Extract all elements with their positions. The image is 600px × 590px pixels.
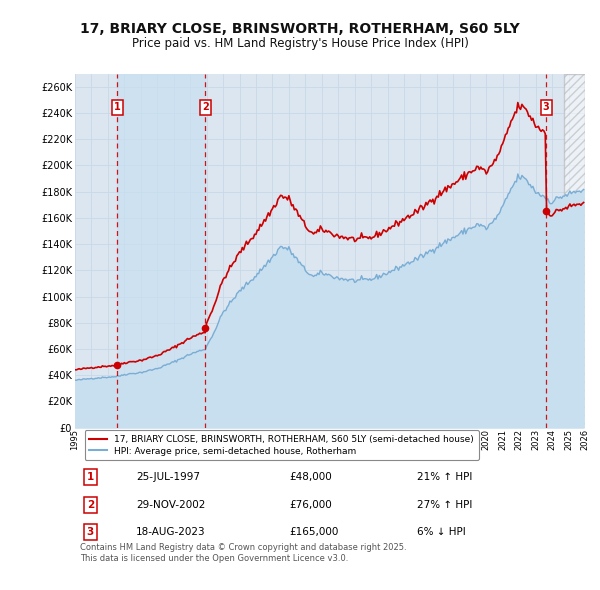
Text: 3: 3 <box>86 527 94 537</box>
Text: 1: 1 <box>86 473 94 483</box>
Bar <box>117 74 205 428</box>
Text: 29-NOV-2002: 29-NOV-2002 <box>136 500 206 510</box>
Text: 1: 1 <box>114 102 121 112</box>
Bar <box>565 74 585 428</box>
Text: 25-JUL-1997: 25-JUL-1997 <box>136 473 200 483</box>
Text: £48,000: £48,000 <box>289 473 332 483</box>
Legend: 17, BRIARY CLOSE, BRINSWORTH, ROTHERHAM, S60 5LY (semi-detached house), HPI: Ave: 17, BRIARY CLOSE, BRINSWORTH, ROTHERHAM,… <box>85 430 479 460</box>
Text: 27% ↑ HPI: 27% ↑ HPI <box>417 500 472 510</box>
Text: 2: 2 <box>86 500 94 510</box>
Text: £76,000: £76,000 <box>289 500 332 510</box>
Text: 17, BRIARY CLOSE, BRINSWORTH, ROTHERHAM, S60 5LY: 17, BRIARY CLOSE, BRINSWORTH, ROTHERHAM,… <box>80 22 520 36</box>
Text: Contains HM Land Registry data © Crown copyright and database right 2025.
This d: Contains HM Land Registry data © Crown c… <box>80 543 407 563</box>
Text: 3: 3 <box>542 102 550 112</box>
Text: 2: 2 <box>202 102 209 112</box>
Text: 21% ↑ HPI: 21% ↑ HPI <box>417 473 472 483</box>
Text: 18-AUG-2023: 18-AUG-2023 <box>136 527 206 537</box>
Text: 6% ↓ HPI: 6% ↓ HPI <box>417 527 466 537</box>
Text: Price paid vs. HM Land Registry's House Price Index (HPI): Price paid vs. HM Land Registry's House … <box>131 37 469 50</box>
Text: £165,000: £165,000 <box>289 527 338 537</box>
